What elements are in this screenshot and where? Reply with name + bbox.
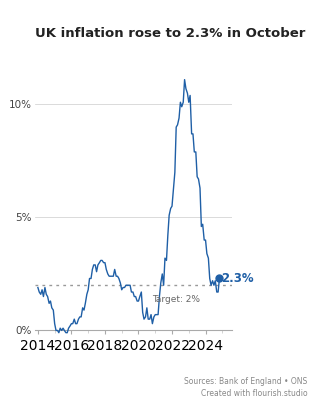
Text: UK inflation rose to 2.3% in October: UK inflation rose to 2.3% in October [35, 27, 305, 40]
Text: Target: 2%: Target: 2% [152, 296, 200, 304]
Text: 2.3%: 2.3% [221, 272, 254, 285]
Text: Sources: Bank of England • ONS
Created with flourish.studio: Sources: Bank of England • ONS Created w… [184, 377, 308, 398]
